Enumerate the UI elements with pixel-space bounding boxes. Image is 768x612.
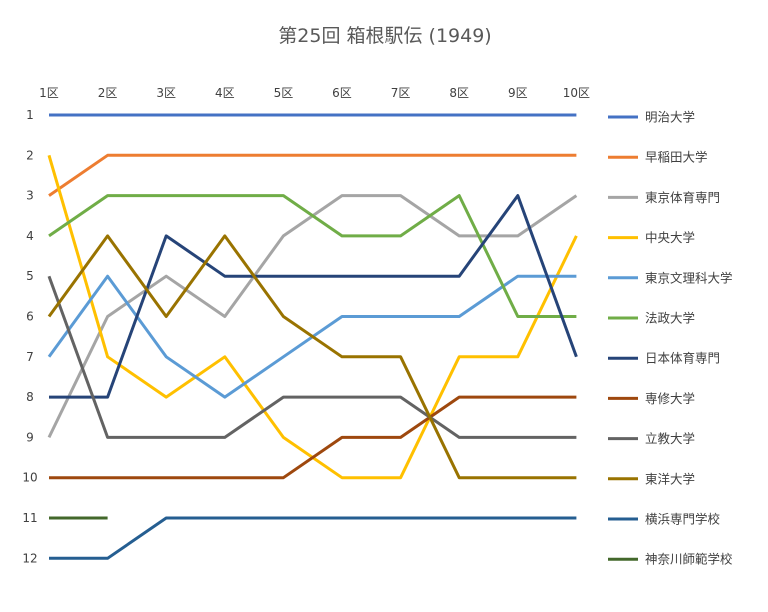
- chart-title: 第25回 箱根駅伝 (1949): [278, 25, 491, 47]
- x-tick-label: 5区: [274, 86, 294, 100]
- x-tick-label: 10区: [563, 86, 590, 100]
- y-tick-label: 7: [26, 350, 34, 364]
- y-tick-label: 11: [22, 511, 37, 525]
- x-tick-label: 1区: [39, 86, 59, 100]
- legend: 明治大学早稲田大学東京体育専門中央大学東京文理科大学法政大学日本体育専門専修大学…: [608, 110, 733, 567]
- x-tick-label: 9区: [508, 86, 528, 100]
- legend-label: 横浜専門学校: [645, 512, 721, 527]
- x-tick-label: 4区: [215, 86, 235, 100]
- legend-label: 法政大学: [645, 311, 695, 326]
- series-line-6: [48, 194, 577, 318]
- x-tick-label: 2区: [98, 86, 118, 100]
- legend-label: 専修大学: [645, 391, 695, 406]
- legend-label: 日本体育専門: [645, 351, 720, 366]
- series-line-10: [47, 234, 577, 480]
- series-line-4: [47, 154, 578, 480]
- y-tick-label: 9: [26, 430, 34, 444]
- series-line-8: [49, 395, 577, 480]
- series-line-11: [49, 516, 577, 560]
- series-line-9: [47, 275, 577, 439]
- y-tick-label: 6: [26, 310, 34, 324]
- legend-label: 神奈川師範学校: [645, 552, 733, 567]
- x-tick-label: 6区: [332, 86, 352, 100]
- series-line-2: [48, 153, 577, 197]
- y-tick-label: 1: [26, 108, 34, 122]
- x-tick-label: 3区: [156, 86, 176, 100]
- x-axis-ticks: 1区 2区 3区 4区 5区 6区 7区 8区 9区 10区: [39, 86, 590, 100]
- x-tick-label: 7区: [391, 86, 411, 100]
- y-tick-label: 4: [26, 229, 34, 243]
- legend-label: 東洋大学: [645, 471, 695, 486]
- legend-label: 明治大学: [645, 110, 695, 125]
- series-line-3: [47, 194, 578, 439]
- y-tick-label: 12: [22, 551, 37, 565]
- series-lines: [47, 113, 578, 560]
- y-tick-label: 3: [26, 189, 34, 203]
- legend-label: 立教大学: [645, 431, 695, 446]
- series-line-7: [49, 194, 578, 399]
- legend-label: 早稲田大学: [645, 150, 708, 165]
- y-tick-label: 8: [26, 390, 34, 404]
- x-tick-label: 8区: [449, 86, 469, 100]
- y-tick-label: 2: [26, 148, 34, 162]
- legend-label: 東京文理科大学: [645, 270, 733, 285]
- y-tick-label: 5: [26, 269, 34, 283]
- y-tick-label: 10: [22, 471, 37, 485]
- legend-label: 東京体育専門: [645, 190, 720, 205]
- legend-label: 中央大学: [645, 230, 695, 245]
